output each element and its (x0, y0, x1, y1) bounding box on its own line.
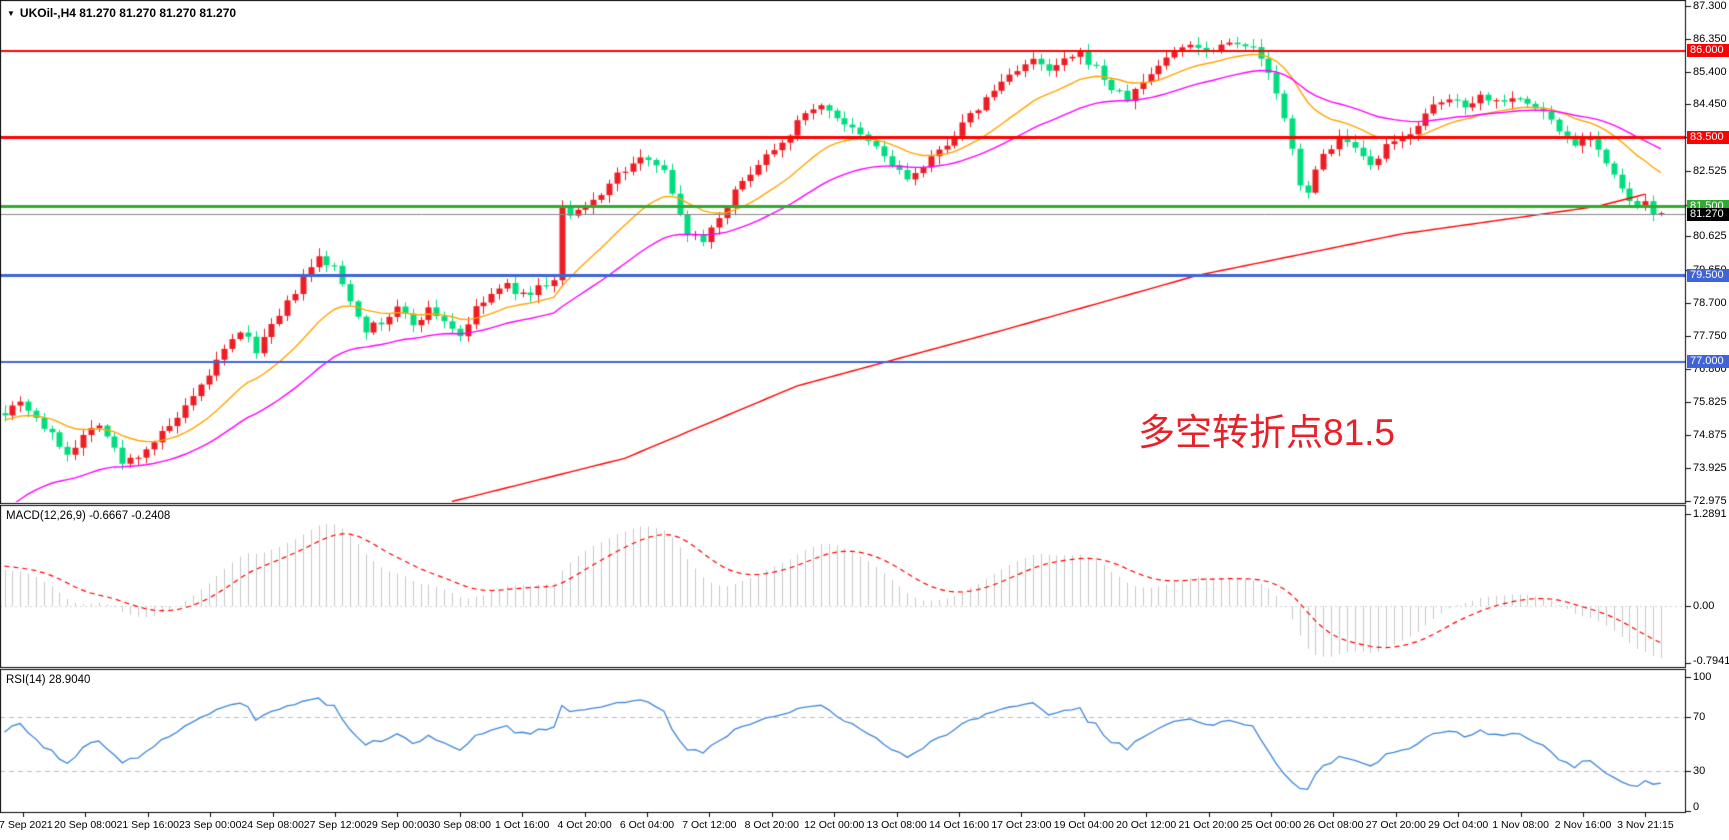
rsi-label: RSI(14) 28.9040 (6, 674, 91, 686)
time-label: 21 Oct 20:00 (1178, 819, 1239, 831)
price-tick-label: 75.825 (1693, 396, 1727, 409)
price-line-badge: 83.500 (1687, 130, 1729, 144)
chart-title: UKOil-,H4 81.270 81.270 81.270 81.270 (19, 6, 237, 20)
price-tick-label: 82.525 (1693, 164, 1727, 177)
time-label: 29 Oct 04:00 (1428, 819, 1489, 831)
time-label: 13 Oct 08:00 (866, 819, 927, 831)
price-tick-label: 80.625 (1693, 230, 1727, 243)
rsi-axis-label: 70 (1693, 711, 1706, 724)
time-label: 23 Sep 00:00 (178, 819, 242, 831)
annotation-text: 多空转折点81.5 (1138, 412, 1396, 453)
time-label: 27 Sep 12:00 (303, 819, 367, 831)
time-label: 24 Sep 08:00 (241, 819, 304, 831)
price-tick-label: 72.975 (1693, 494, 1727, 507)
time-label: 6 Oct 04:00 (619, 819, 675, 831)
macd-axis-label: -0.7941 (1693, 655, 1729, 667)
time-label: 20 Oct 12:00 (1116, 819, 1177, 831)
current-price-badge: 81.270 (1687, 207, 1729, 221)
price-line-badge: 77.000 (1687, 355, 1729, 369)
time-label: 7 Oct 12:00 (682, 819, 737, 831)
macd-axis-label: 1.2891 (1693, 508, 1727, 520)
macd-label: MACD(12,26,9) -0.6667 -0.2408 (6, 510, 171, 522)
price-tick-label: 74.875 (1693, 429, 1727, 442)
time-label: 17 Sep 2021 (0, 819, 53, 831)
time-label: 21 Sep 16:00 (116, 819, 180, 831)
time-label: 20 Sep 08:00 (54, 819, 117, 831)
price-tick-label: 84.450 (1693, 98, 1727, 111)
price-line-badge: 79.500 (1687, 268, 1729, 282)
price-tick-label: 78.700 (1693, 296, 1727, 309)
time-label: 26 Oct 08:00 (1303, 819, 1364, 831)
chart-header: ▼ UKOil-,H4 81.270 81.270 81.270 81.270 (7, 6, 236, 20)
price-tick-label: 87.300 (1693, 0, 1727, 12)
time-label: 4 Oct 20:00 (557, 819, 612, 831)
time-label: 30 Sep 08:00 (428, 819, 492, 831)
time-label: 17 Oct 23:00 (991, 819, 1052, 831)
macd-axis-label: 0.00 (1693, 600, 1715, 612)
time-label: 29 Sep 00:00 (366, 819, 429, 831)
rsi-axis-label: 30 (1693, 764, 1706, 777)
rsi-axis-label: 0 (1693, 801, 1700, 813)
time-label: 3 Nov 21:15 (1617, 819, 1674, 831)
time-label: 27 Oct 20:00 (1365, 819, 1426, 831)
price-tick-label: 73.925 (1693, 461, 1727, 474)
price-tick-label: 77.750 (1693, 329, 1727, 342)
price-line-badge: 86.000 (1687, 44, 1729, 58)
symbol-dropdown-icon[interactable]: ▼ (7, 8, 15, 18)
price-tick-label: 86.350 (1693, 32, 1727, 45)
time-label: 8 Oct 20:00 (744, 819, 799, 831)
time-label: 25 Oct 00:00 (1240, 819, 1302, 831)
time-label: 19 Oct 04:00 (1053, 819, 1114, 831)
time-label: 12 Oct 00:00 (804, 819, 865, 831)
time-label: 14 Oct 16:00 (928, 819, 990, 831)
time-label: 1 Nov 08:00 (1492, 819, 1549, 831)
price-tick-label: 85.400 (1693, 65, 1727, 78)
rsi-axis-label: 100 (1693, 671, 1712, 683)
time-label: 2 Nov 16:00 (1554, 819, 1612, 831)
time-label: 1 Oct 16:00 (495, 819, 550, 831)
